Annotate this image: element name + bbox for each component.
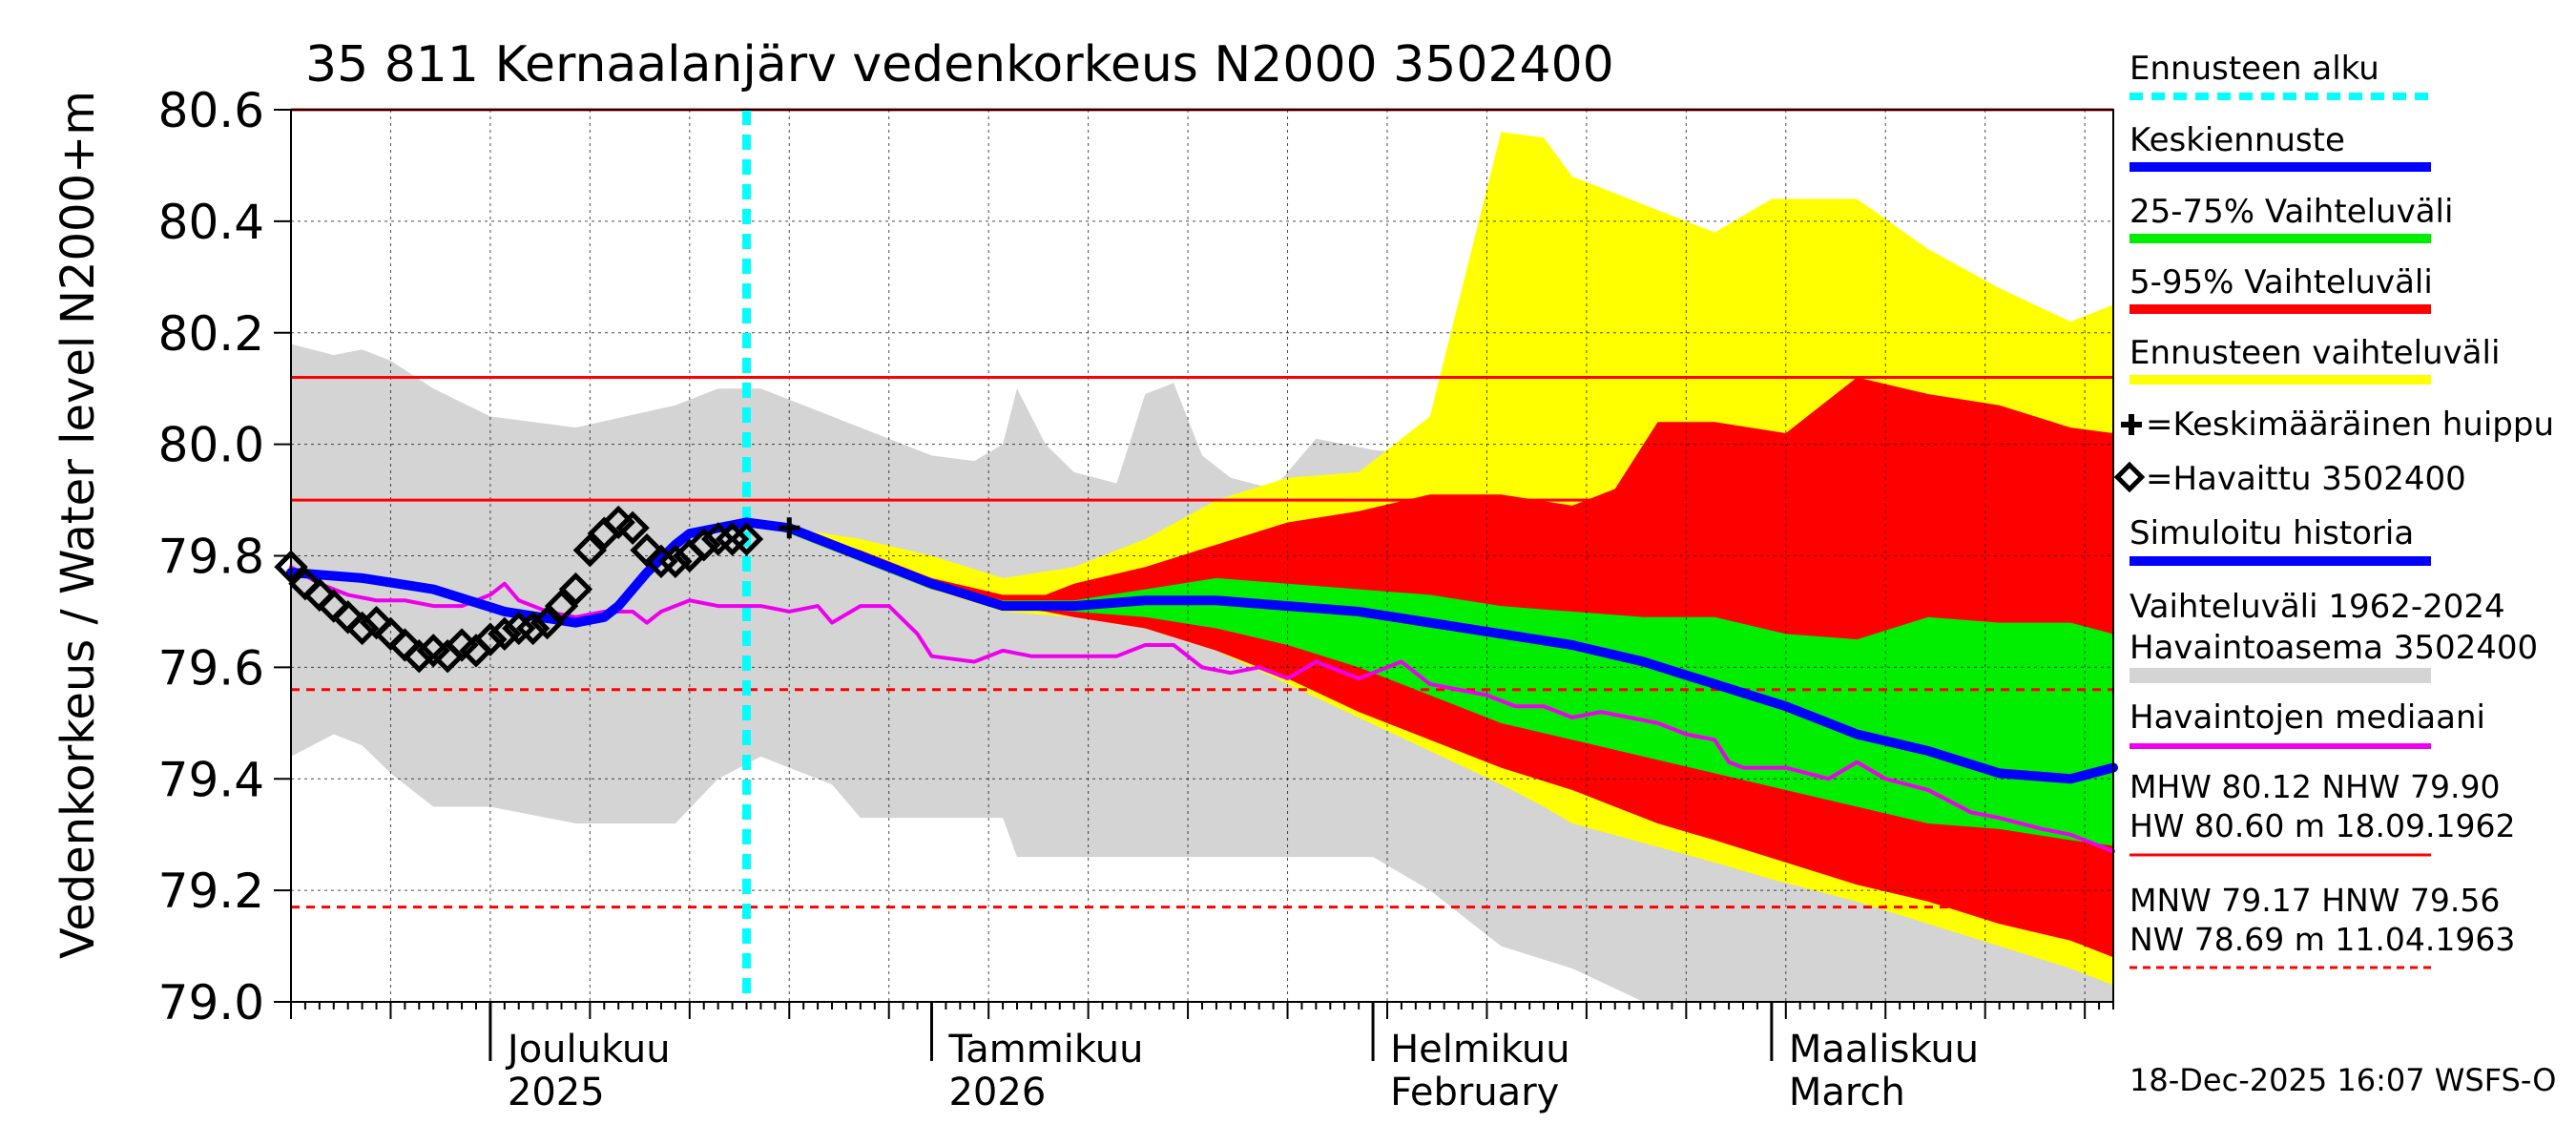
series-keskiennuste xyxy=(741,517,2118,784)
observed-point xyxy=(601,505,635,540)
y-tick-label: 80.0 xyxy=(158,418,264,473)
observed-point xyxy=(572,532,608,568)
observed-point xyxy=(615,510,650,545)
month-label: Joulukuu xyxy=(505,1028,671,1072)
legend-keskiennuste: Keskiennuste xyxy=(2129,121,2345,159)
legend-keskimaarainen-huippu: =Keskimääräinen huippu xyxy=(2146,406,2554,444)
month-label: Tammikuu xyxy=(947,1028,1143,1072)
observed-point xyxy=(402,639,436,674)
y-tick-label: 79.6 xyxy=(158,640,264,696)
observed-point xyxy=(658,544,693,579)
observed-point xyxy=(488,616,522,651)
month-sublabel: 2026 xyxy=(948,1071,1046,1114)
series-havaintojen-mediaani xyxy=(289,565,2115,854)
y-tick-label: 79.4 xyxy=(158,752,264,807)
y-tick-label: 80.6 xyxy=(158,83,264,138)
observed-point xyxy=(558,572,593,607)
observed-point xyxy=(544,589,579,623)
legend-havaittu: =Havaittu 3502400 xyxy=(2146,460,2466,498)
legend-cross-icon xyxy=(2121,414,2142,435)
legend-mnw-hnw: MNW 79.17 HNW 79.56 xyxy=(2129,882,2500,919)
legend-diamond-icon xyxy=(2113,461,2146,493)
legend-5-95: 5-95% Vaihteluväli xyxy=(2129,263,2433,302)
observed-point xyxy=(687,528,721,562)
y-axis-unit: N2000+m xyxy=(52,91,105,324)
observed-point xyxy=(445,628,479,662)
observed-point xyxy=(530,605,565,640)
legend-simuloitu: Simuloitu historia xyxy=(2129,514,2414,552)
legend-mediaani: Havaintojen mediaani xyxy=(2129,698,2485,737)
month-sublabel: February xyxy=(1390,1071,1559,1114)
month-label: Maaliskuu xyxy=(1789,1028,1979,1072)
observed-point xyxy=(344,611,380,646)
y-tick-label: 79.2 xyxy=(158,864,264,919)
legend-25-75: 25-75% Vaihteluväli xyxy=(2129,193,2453,231)
legend-ennusteen-vaihteluvali: Ennusteen vaihteluväli xyxy=(2129,334,2500,372)
legend-vaihteluvali-1: Vaihteluväli 1962-2024 xyxy=(2129,588,2505,626)
footer-timestamp: 18-Dec-2025 16:07 WSFS-O xyxy=(2129,1062,2556,1098)
legend-nw: NW 78.69 m 11.04.1963 xyxy=(2129,921,2515,958)
y-tick-label: 79.8 xyxy=(158,530,264,585)
y-axis-label: Vedenkorkeus / Water level xyxy=(52,336,105,959)
legend: Ennusteen alku Keskiennuste 25-75% Vaiht… xyxy=(2113,50,2554,969)
series-simuloitu-historia xyxy=(286,517,752,628)
y-tick-label: 79.0 xyxy=(158,975,264,1030)
legend-hw: HW 80.60 m 18.09.1962 xyxy=(2129,807,2515,844)
legend-mhw-nhw: MHW 80.12 NHW 79.90 xyxy=(2129,768,2500,805)
y-tick-label: 80.2 xyxy=(158,306,264,362)
observed-point xyxy=(729,522,764,556)
chart-title: 35 811 Kernaalanjärv vedenkorkeus N2000 … xyxy=(305,36,1614,94)
legend-ennusteen-alku: Ennusteen alku xyxy=(2129,50,2379,88)
observed-point xyxy=(473,622,508,656)
observed-point xyxy=(274,550,308,584)
observed-point xyxy=(515,611,551,646)
y-tick-label: 80.4 xyxy=(158,195,264,250)
month-sublabel: 2025 xyxy=(508,1071,605,1114)
month-label: Helmikuu xyxy=(1390,1028,1570,1072)
legend-vaihteluvali-2: Havaintoasema 3502400 xyxy=(2129,629,2538,667)
month-sublabel: March xyxy=(1789,1071,1905,1114)
observed-point xyxy=(416,634,450,668)
